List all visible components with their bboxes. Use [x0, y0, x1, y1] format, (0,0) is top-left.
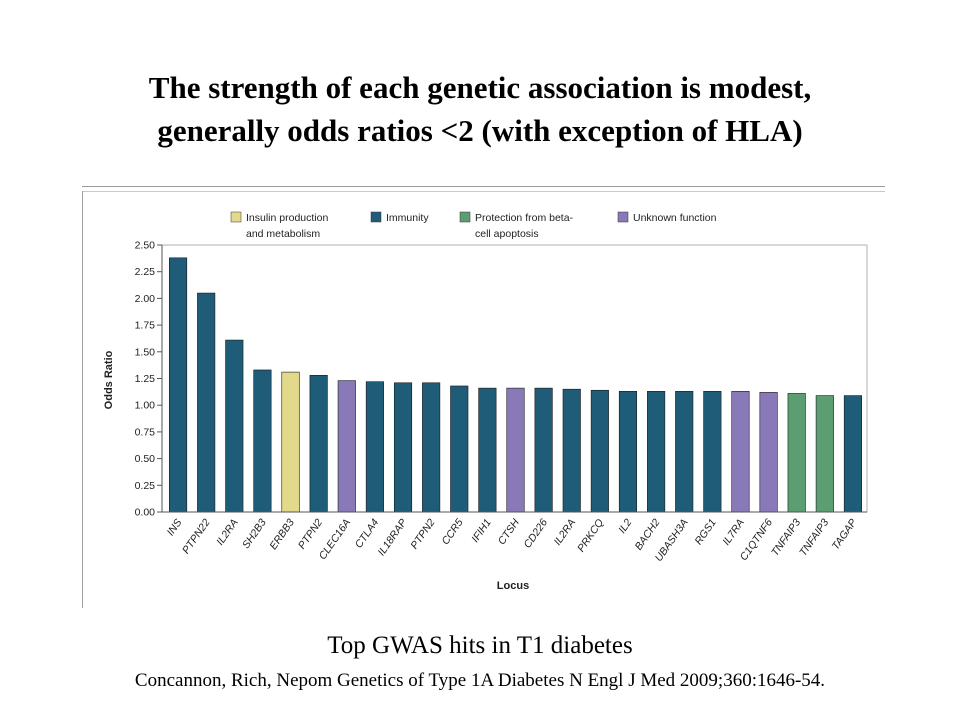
x-tick-label: IL2RA: [552, 517, 579, 548]
bar-il2ra: [225, 339, 244, 513]
y-tick-label: 1.25: [135, 373, 156, 385]
bar-ubash3a: [675, 391, 694, 513]
bar-ins: [169, 257, 188, 513]
figure-top-border: [82, 186, 885, 187]
x-tick-label: IL7RA: [720, 517, 747, 548]
bar-il2ra: [562, 388, 581, 513]
bar-ctla4: [365, 381, 384, 513]
y-axis-label: Odds Ratio: [103, 350, 115, 409]
legend-swatch-insulin: [230, 211, 242, 223]
bar-il18rap: [393, 382, 413, 513]
x-tick-label: PTPN22: [180, 517, 213, 557]
bar-cd226: [534, 387, 553, 513]
x-axis-label: Locus: [497, 580, 529, 592]
y-tick-label: 2.25: [135, 266, 156, 278]
x-tick-label: TNFAIP3: [797, 517, 831, 559]
figure-top-border-inner: [82, 191, 885, 192]
bar-clec16a: [337, 380, 356, 513]
figure-caption: Top GWAS hits in T1 diabetes: [327, 632, 633, 659]
bar-tnfaip3: [787, 393, 806, 513]
bar-c1qtnf6: [759, 392, 778, 513]
x-tick-label: RGS1: [693, 517, 719, 547]
bar-ctsh: [506, 387, 525, 513]
y-tick-label: 1.75: [135, 320, 156, 332]
y-tick-label: 0.75: [135, 426, 156, 438]
y-tick-label: 2.50: [135, 240, 156, 252]
x-tick-label: TAGAP: [830, 517, 860, 552]
x-tick-label: ERBB3: [267, 517, 297, 552]
bar-tnfaip3: [815, 395, 834, 513]
legend-label-unknown: Unknown function: [633, 212, 717, 224]
y-tick-label: 2.00: [135, 293, 156, 305]
bar-rgs1: [703, 391, 722, 513]
x-tick-label: CCR5: [439, 517, 465, 547]
legend-label-protection-line-2: cell apoptosis: [475, 228, 539, 240]
chart-legend: Insulin production and metabolism Immunity…: [230, 211, 717, 240]
bar-tagap: [843, 395, 862, 513]
bar-prkcq: [590, 389, 609, 513]
x-tick-label: PTPN2: [408, 517, 437, 552]
citation: Concannon, Rich, Nepom Genetics of Type …: [134, 670, 826, 691]
y-tick-label: 1.00: [135, 400, 156, 412]
x-tick-label: PRKCQ: [575, 517, 606, 554]
bar-il2: [618, 391, 638, 513]
bar-il7ra: [731, 391, 750, 513]
bar-ptpn22: [197, 292, 216, 513]
y-tick-label: 1.50: [135, 346, 156, 358]
x-tick-label: CD226: [521, 517, 550, 551]
bar-sh2b3: [253, 369, 272, 513]
y-tick-label: 0.50: [135, 453, 156, 465]
slide-title-line-1: The strength of each genetic association…: [148, 70, 812, 105]
bar-erbb3: [281, 371, 300, 513]
bar-bach2: [647, 391, 666, 513]
figure-left-border: [82, 191, 83, 608]
legend-swatch-unknown: [617, 211, 629, 223]
slide-title: The strength of each genetic association…: [0, 66, 960, 152]
legend-swatch-immunity: [370, 211, 382, 223]
bar-ccr5: [450, 385, 469, 513]
y-axis: 0.00 0.25 0.50 0.75 1.00 1.25 1.50 1.75 2.00 2.25…: [135, 240, 163, 519]
y-tick-label: 0.00: [135, 507, 156, 519]
x-tick-label: IL2: [616, 517, 634, 536]
slide-title-line-2: generally odds ratios <2 (with exception…: [157, 113, 803, 148]
x-tick-label: IL18RAP: [376, 517, 410, 558]
legend-label-insulin-line-2: and metabolism: [246, 228, 320, 240]
x-tick-label: CTSH: [496, 517, 522, 548]
x-tick-label: IL2RA: [214, 517, 241, 548]
x-tick-label: SH2B3: [240, 517, 269, 551]
x-tick-label: INS: [165, 517, 185, 538]
legend-label-immunity: Immunity: [386, 212, 429, 224]
bar-ptpn2: [309, 374, 328, 513]
x-tick-label: CTLA4: [353, 517, 382, 551]
legend-swatch-protection: [459, 211, 471, 223]
legend-label-insulin: Insulin production: [246, 212, 328, 224]
bar-ifih1: [478, 387, 497, 513]
bar-ptpn2: [422, 382, 441, 513]
x-tick-label: BACH2: [633, 517, 663, 553]
bars: [169, 257, 862, 513]
x-tick-label: PTPN2: [296, 517, 325, 552]
legend-label-protection: Protection from beta-: [475, 212, 574, 224]
x-tick-label: IFIH1: [469, 517, 494, 545]
y-tick-label: 0.25: [135, 480, 156, 492]
